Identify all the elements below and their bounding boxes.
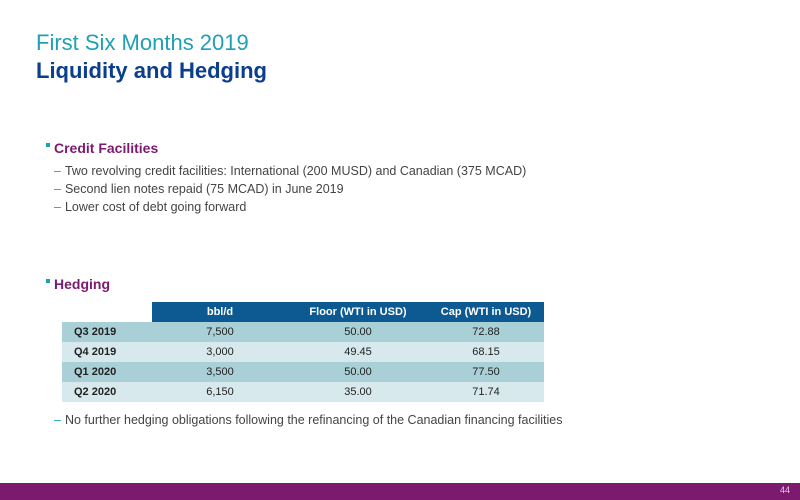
dash-icon: – bbox=[54, 200, 61, 214]
credit-facilities-list: – Two revolving credit facilities: Inter… bbox=[54, 162, 526, 216]
list-item-text: Two revolving credit facilities: Interna… bbox=[64, 164, 527, 178]
row-label: Q4 2019 bbox=[62, 342, 152, 362]
list-item-text: Lower cost of debt going forward bbox=[64, 200, 247, 214]
page-number: 44 bbox=[779, 485, 790, 495]
list-item-text: Second lien notes repaid (75 MCAD) in Ju… bbox=[64, 182, 344, 196]
cell-floor: 49.45 bbox=[288, 342, 428, 362]
row-label: Q2 2020 bbox=[62, 382, 152, 402]
table-header-row: bbl/d Floor (WTI in USD) Cap (WTI in USD… bbox=[62, 302, 544, 322]
cell-floor: 35.00 bbox=[288, 382, 428, 402]
slide-title: Liquidity and Hedging bbox=[36, 58, 267, 83]
cell-floor: 50.00 bbox=[288, 362, 428, 382]
cell-bbl: 3,000 bbox=[152, 342, 288, 362]
credit-facilities-heading-text: Credit Facilities bbox=[54, 140, 159, 156]
cell-cap: 77.50 bbox=[428, 362, 544, 382]
bullet-square-icon bbox=[46, 279, 50, 283]
hedging-note-text: No further hedging obligations following… bbox=[64, 413, 563, 427]
table-row: Q1 2020 3,500 50.00 77.50 bbox=[62, 362, 544, 382]
cell-bbl: 7,500 bbox=[152, 322, 288, 342]
table-row: Q3 2019 7,500 50.00 72.88 bbox=[62, 322, 544, 342]
table-row: Q2 2020 6,150 35.00 71.74 bbox=[62, 382, 544, 402]
slide-supertitle: First Six Months 2019 bbox=[36, 30, 249, 55]
bullet-square-icon bbox=[46, 143, 50, 147]
table-header-floor: Floor (WTI in USD) bbox=[288, 302, 428, 322]
list-item: – Second lien notes repaid (75 MCAD) in … bbox=[54, 180, 526, 198]
list-item: – Lower cost of debt going forward bbox=[54, 198, 526, 216]
hedging-note: – No further hedging obligations followi… bbox=[54, 413, 563, 427]
table-header-blank bbox=[62, 302, 152, 322]
table-header-bbl: bbl/d bbox=[152, 302, 288, 322]
footer-bar: 44 bbox=[0, 483, 800, 500]
cell-bbl: 3,500 bbox=[152, 362, 288, 382]
dash-icon: – bbox=[54, 413, 61, 427]
list-item: – Two revolving credit facilities: Inter… bbox=[54, 162, 526, 180]
table-row: Q4 2019 3,000 49.45 68.15 bbox=[62, 342, 544, 362]
hedging-heading-text: Hedging bbox=[54, 276, 110, 292]
table-header-cap: Cap (WTI in USD) bbox=[428, 302, 544, 322]
cell-bbl: 6,150 bbox=[152, 382, 288, 402]
row-label: Q1 2020 bbox=[62, 362, 152, 382]
dash-icon: – bbox=[54, 182, 61, 196]
credit-facilities-heading: Credit Facilities bbox=[46, 140, 158, 156]
hedging-heading: Hedging bbox=[46, 276, 110, 292]
cell-cap: 72.88 bbox=[428, 322, 544, 342]
dash-icon: – bbox=[54, 164, 61, 178]
cell-cap: 68.15 bbox=[428, 342, 544, 362]
cell-floor: 50.00 bbox=[288, 322, 428, 342]
hedging-table: bbl/d Floor (WTI in USD) Cap (WTI in USD… bbox=[62, 302, 544, 402]
row-label: Q3 2019 bbox=[62, 322, 152, 342]
cell-cap: 71.74 bbox=[428, 382, 544, 402]
